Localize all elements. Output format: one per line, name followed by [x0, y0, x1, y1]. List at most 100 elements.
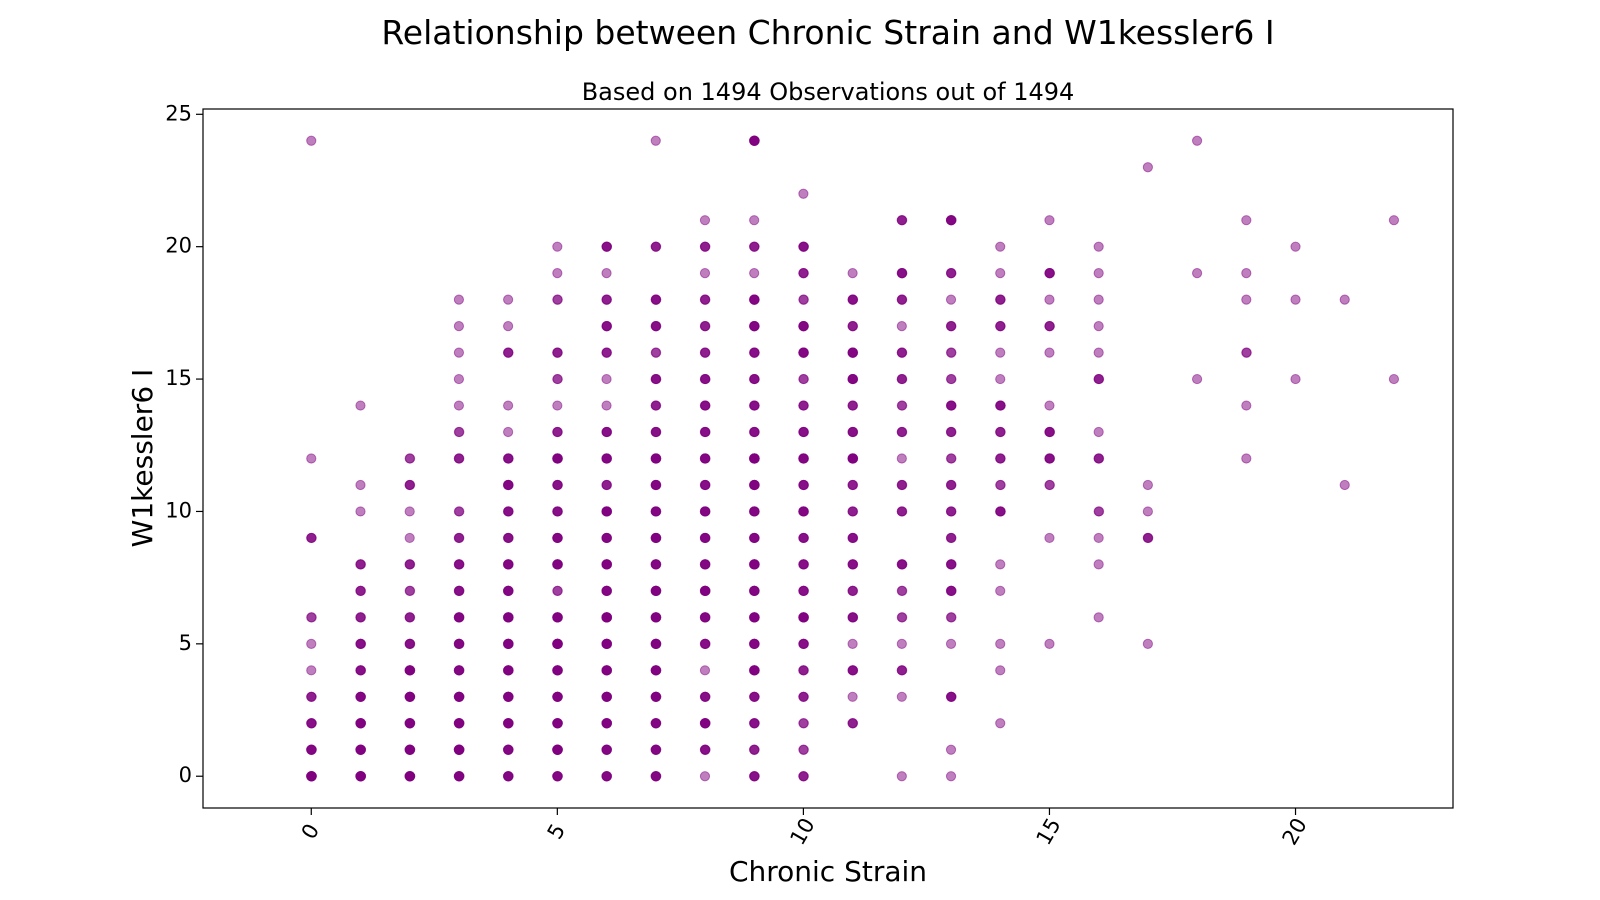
- data-point: [601, 559, 613, 570]
- chart-subtitle: Based on 1494 Observations out of 1494: [582, 78, 1075, 106]
- data-point: [1142, 532, 1153, 544]
- data-point: [651, 426, 662, 438]
- data-point: [896, 426, 907, 438]
- data-point: [945, 294, 957, 305]
- data-point: [945, 426, 957, 438]
- data-point: [749, 479, 760, 491]
- y-axis-label: W1kessler6 I: [126, 369, 159, 548]
- data-point: [306, 532, 317, 544]
- data-point: [1093, 347, 1104, 358]
- data-point: [1044, 400, 1055, 411]
- data-point: [945, 506, 957, 517]
- data-point: [404, 559, 415, 570]
- data-point: [601, 585, 612, 596]
- data-point: [700, 426, 711, 438]
- data-point: [995, 294, 1006, 305]
- data-point: [847, 691, 858, 702]
- data-point: [601, 638, 613, 649]
- data-point: [749, 294, 760, 305]
- data-point: [503, 426, 514, 438]
- data-point: [798, 453, 809, 464]
- data-point: [699, 347, 711, 358]
- data-point: [699, 559, 711, 570]
- data-point: [749, 321, 760, 332]
- data-point: [601, 426, 613, 438]
- data-point: [946, 691, 957, 702]
- data-point: [847, 665, 859, 676]
- data-point: [798, 506, 809, 517]
- data-point: [601, 453, 612, 464]
- data-point: [601, 241, 613, 252]
- data-point: [945, 321, 957, 332]
- data-point: [650, 400, 661, 411]
- data-point: [453, 347, 465, 358]
- data-point: [946, 559, 957, 570]
- data-point: [847, 453, 859, 464]
- data-point: [847, 506, 858, 517]
- data-point: [1044, 479, 1055, 491]
- data-point: [650, 506, 661, 517]
- data-point: [1044, 453, 1055, 464]
- data-point: [453, 400, 465, 411]
- data-point: [699, 294, 711, 305]
- data-point: [1339, 479, 1350, 491]
- data-point: [453, 453, 465, 464]
- data-point: [946, 347, 957, 358]
- data-point: [1191, 373, 1203, 385]
- data-point: [651, 665, 662, 676]
- data-point: [699, 612, 711, 623]
- data-point: [847, 479, 858, 491]
- data-point: [749, 585, 760, 596]
- data-point: [995, 665, 1006, 676]
- data-point: [404, 718, 416, 729]
- data-point: [798, 241, 809, 252]
- data-point: [798, 426, 809, 438]
- data-point: [896, 373, 907, 385]
- data-point: [1093, 294, 1104, 305]
- data-point: [847, 294, 859, 305]
- data-point: [1191, 135, 1203, 146]
- data-point: [453, 612, 465, 623]
- data-point: [601, 506, 613, 517]
- data-point: [306, 453, 317, 464]
- data-point: [355, 506, 366, 517]
- data-point: [503, 294, 514, 305]
- data-point: [306, 612, 317, 623]
- data-point: [552, 373, 563, 385]
- data-point: [945, 479, 957, 491]
- data-point: [995, 400, 1006, 411]
- data-point: [749, 215, 760, 226]
- data-point: [1044, 347, 1055, 358]
- data-point: [798, 321, 809, 332]
- data-point: [995, 453, 1006, 464]
- data-point: [897, 585, 908, 596]
- data-point: [1093, 268, 1104, 279]
- data-point: [946, 453, 957, 464]
- data-point: [1241, 453, 1252, 464]
- data-point: [404, 532, 415, 544]
- data-point: [847, 559, 859, 570]
- data-point: [355, 638, 366, 649]
- data-point: [1044, 321, 1055, 332]
- data-point: [552, 426, 563, 438]
- data-point: [897, 400, 908, 411]
- data-point: [798, 268, 809, 279]
- data-point: [699, 665, 711, 676]
- data-point: [355, 744, 366, 755]
- data-point: [601, 321, 613, 332]
- data-point: [995, 241, 1006, 252]
- data-point: [798, 718, 809, 729]
- data-point: [404, 665, 416, 676]
- data-point: [355, 665, 366, 676]
- data-point: [650, 559, 661, 570]
- data-point: [897, 268, 908, 279]
- data-point: [798, 744, 809, 755]
- data-point: [847, 532, 859, 544]
- data-point: [552, 294, 563, 305]
- data-point: [454, 426, 465, 438]
- data-point: [404, 612, 415, 623]
- data-point: [699, 453, 711, 464]
- data-point: [946, 373, 957, 385]
- chart-title: Relationship between Chronic Strain and …: [381, 13, 1274, 52]
- data-point: [650, 718, 661, 729]
